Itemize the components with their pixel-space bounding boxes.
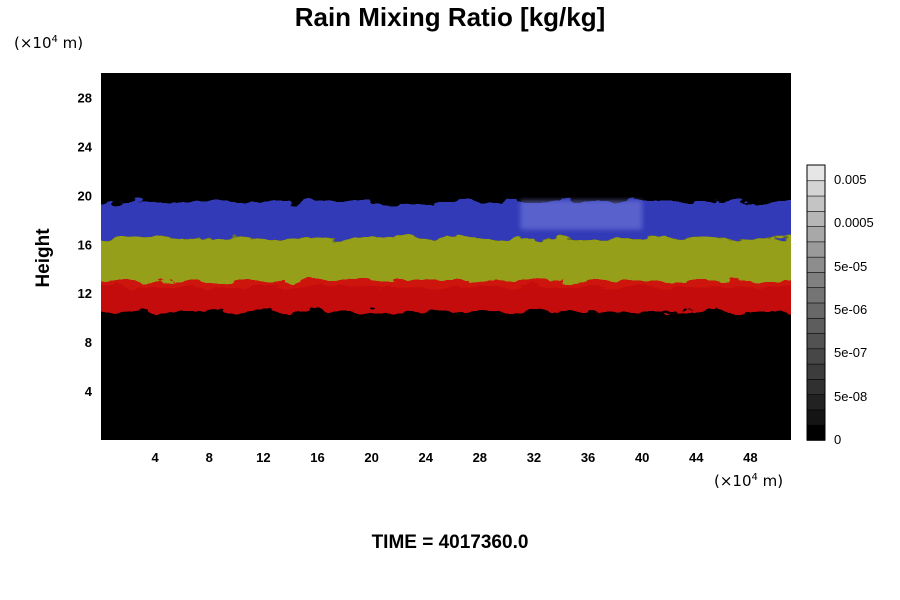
colorbar-label-1: 0.0005 (834, 215, 874, 230)
colorbar-swatch-0 (806, 424, 826, 441)
colorbar-label-3: 5e-06 (834, 302, 867, 317)
y-unit-exponent: 4 (51, 34, 58, 45)
x-tick-label-8: 36 (581, 450, 595, 465)
x-tick-label-4: 20 (364, 450, 378, 465)
chart-title: Rain Mixing Ratio [kg/kg] (294, 2, 606, 32)
colorbar-swatch-7 (806, 317, 826, 334)
colorbar-label-6: 0 (834, 432, 841, 447)
x-tick-label-0: 4 (152, 450, 160, 465)
y-tick-label-5: 24 (78, 139, 93, 154)
x-tick-label-7: 32 (527, 450, 541, 465)
x-tick-label-3: 16 (310, 450, 324, 465)
y-tick-label-3: 16 (78, 237, 92, 252)
colorbar-swatch-2 (806, 393, 826, 411)
y-tick-label-1: 8 (85, 335, 92, 350)
colorbar-label-5: 5e-08 (834, 389, 867, 404)
colorbar-swatch-11 (806, 256, 826, 273)
colorbar-swatch-12 (806, 241, 826, 258)
x-tick-label-6: 28 (473, 450, 487, 465)
rain-layers (101, 200, 791, 312)
x-tick-label-2: 12 (256, 450, 270, 465)
y-tick-label-0: 4 (85, 384, 93, 399)
colorbar-swatch-15 (806, 195, 826, 212)
time-label: TIME = 4017360.0 (371, 532, 529, 553)
y-axis-ticks: 4 8 12 16 20 24 28 (78, 90, 93, 399)
colorbar: 0.005 0.0005 5e-05 5e-06 5e-07 5e-08 0 (806, 164, 874, 447)
y-unit-prefix: (×10 (14, 34, 52, 52)
x-tick-label-10: 44 (689, 450, 704, 465)
colorbar-swatch-3 (806, 378, 826, 395)
y-axis-unit: (×104 m) (14, 34, 83, 52)
colorbar-label-4: 5e-07 (834, 345, 867, 360)
x-axis-ticks: 4 8 12 16 20 24 28 32 36 40 44 48 (152, 450, 758, 465)
x-unit-prefix: (×10 (714, 472, 752, 490)
x-unit-suffix: m) (757, 472, 784, 490)
x-axis-unit: (×104 m) (714, 472, 783, 490)
y-unit-suffix: m) (57, 34, 84, 52)
x-tick-label-9: 40 (635, 450, 649, 465)
colorbar-swatch-6 (806, 332, 826, 350)
colorbar-swatch-16 (806, 179, 826, 197)
x-tick-label-1: 8 (206, 450, 213, 465)
x-tick-label-5: 24 (418, 450, 433, 465)
y-tick-label-6: 28 (78, 90, 92, 105)
colorbar-swatch-17 (806, 164, 826, 182)
y-tick-label-2: 12 (78, 286, 92, 301)
x-tick-label-11: 48 (743, 450, 757, 465)
colorbar-swatch-14 (806, 210, 826, 227)
colorbar-frame (806, 164, 826, 441)
colorbar-swatch-5 (806, 348, 826, 365)
colorbar-label-2: 5e-05 (834, 259, 867, 274)
colorbar-swatch-4 (806, 363, 826, 380)
rain-layer-1 (101, 238, 791, 288)
colorbar-swatch-10 (806, 271, 826, 289)
colorbar-swatch-9 (806, 286, 826, 304)
colorbar-label-0: 0.005 (834, 172, 867, 187)
colorbar-swatch-13 (806, 225, 826, 243)
colorbar-swatch-8 (806, 302, 826, 319)
rain-layer-highlight (520, 200, 643, 230)
rain-layer-0 (101, 201, 791, 239)
rain-layer-2 (101, 280, 791, 312)
x-unit-exponent: 4 (751, 472, 758, 483)
y-tick-label-4: 20 (78, 188, 92, 203)
colorbar-swatch-1 (806, 409, 826, 426)
